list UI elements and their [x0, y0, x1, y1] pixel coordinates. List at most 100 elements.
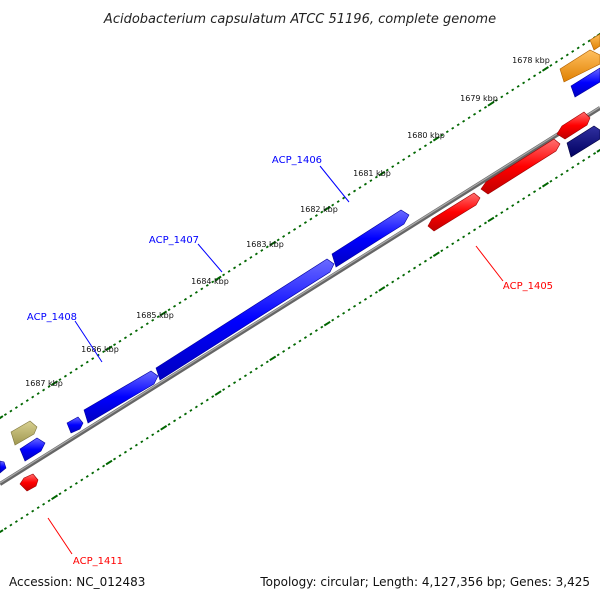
minor-tick [413, 266, 417, 270]
major-tick [323, 205, 331, 212]
minor-tick [587, 39, 591, 43]
minor-tick [522, 81, 526, 85]
minor-tick [63, 374, 67, 378]
minor-tick [189, 294, 193, 298]
minor-tick [500, 211, 504, 214]
minor-tick [396, 277, 400, 280]
minor-tick [478, 225, 482, 228]
tick-label: 1684 kbp [191, 277, 229, 286]
gene-acp-1407[interactable] [155, 258, 335, 381]
minor-tick [80, 364, 84, 368]
minor-tick [96, 468, 100, 471]
gene-orange[interactable] [559, 49, 600, 83]
minor-tick [473, 228, 477, 232]
minor-tick [25, 399, 29, 402]
minor-tick [205, 283, 209, 287]
gene-small-blue[interactable] [66, 416, 84, 434]
minor-tick [418, 263, 422, 266]
major-tick [51, 380, 59, 386]
minor-tick [151, 433, 155, 437]
minor-tick [429, 256, 433, 260]
minor-tick [451, 126, 455, 130]
minor-tick [456, 238, 460, 242]
minor-tick [549, 179, 553, 183]
major-tick [596, 148, 600, 153]
gene-acp-1405[interactable] [427, 192, 481, 232]
minor-tick [451, 242, 455, 246]
gene-blue-left[interactable] [19, 437, 46, 462]
major-tick [269, 240, 277, 247]
minor-tick [167, 422, 171, 426]
major-tick [487, 101, 495, 107]
minor-tick [396, 161, 400, 165]
forward-features [0, 33, 600, 474]
minor-tick [494, 98, 498, 102]
minor-tick [331, 203, 335, 207]
gene-acp-1411[interactable] [19, 473, 39, 492]
minor-tick [265, 245, 269, 249]
minor-tick [140, 325, 144, 329]
gene-label-acp-1407[interactable]: ACP_1407 [149, 235, 199, 246]
minor-tick [565, 53, 569, 57]
minor-tick [587, 155, 591, 159]
gene-callouts [47, 165, 504, 555]
minor-tick [576, 162, 580, 166]
gene-label-acp-1411[interactable]: ACP_1411 [73, 556, 123, 567]
minor-tick [36, 392, 40, 395]
minor-tick [102, 464, 106, 468]
minor-tick [85, 360, 89, 364]
minor-tick [134, 443, 138, 447]
minor-tick [58, 492, 62, 496]
minor-tick [287, 231, 291, 235]
gene-labels: ACP_1406 ACP_1407 ACP_1408 ACP_1405 ACP_… [27, 155, 553, 567]
minor-tick [593, 152, 597, 155]
gene-red-long[interactable] [480, 138, 561, 195]
minor-tick [407, 154, 411, 158]
minor-tick [227, 269, 231, 273]
gene-label-acp-1405[interactable]: ACP_1405 [503, 281, 553, 292]
minor-tick [483, 221, 487, 225]
gene-blue-edge[interactable] [0, 460, 7, 474]
minor-tick [194, 405, 198, 409]
minor-tick [440, 249, 444, 253]
minor-tick [456, 123, 460, 127]
minor-tick [91, 357, 95, 361]
minor-tick [347, 308, 351, 312]
tick-label: 1681 kbp [353, 169, 391, 178]
minor-tick [374, 175, 378, 179]
minor-tick [85, 475, 89, 478]
minor-tick [173, 304, 177, 308]
minor-tick [69, 371, 73, 375]
backbone [0, 106, 600, 486]
gene-red-top-right[interactable] [556, 111, 591, 140]
gene-label-acp-1408[interactable]: ACP_1408 [27, 312, 77, 323]
minor-tick [200, 402, 204, 405]
minor-tick [14, 406, 18, 409]
gene-label-acp-1406[interactable]: ACP_1406 [272, 155, 322, 166]
gene-navy[interactable] [566, 125, 600, 158]
minor-tick [3, 413, 7, 416]
minor-tick [582, 43, 586, 46]
minor-tick [298, 339, 302, 343]
minor-tick [118, 454, 122, 457]
major-tick [487, 216, 495, 223]
gene-blue-top-right[interactable] [570, 67, 600, 98]
minor-tick [58, 378, 62, 381]
minor-tick [385, 168, 389, 172]
minor-tick [565, 169, 569, 173]
minor-tick [205, 398, 209, 402]
minor-tick [200, 287, 204, 291]
gene-olive[interactable] [10, 420, 38, 446]
minor-tick [156, 429, 160, 433]
accession-text: Accession: NC_012483 [9, 575, 145, 589]
minor-tick [538, 186, 542, 190]
gene-acp-1408[interactable] [83, 370, 159, 424]
minor-tick [293, 343, 297, 346]
minor-tick [533, 74, 537, 78]
gene-orange-edge[interactable] [589, 33, 600, 51]
minor-tick [233, 381, 237, 385]
minor-tick [445, 245, 449, 249]
gene-acp-1406[interactable] [331, 209, 410, 268]
minor-tick [151, 318, 155, 322]
